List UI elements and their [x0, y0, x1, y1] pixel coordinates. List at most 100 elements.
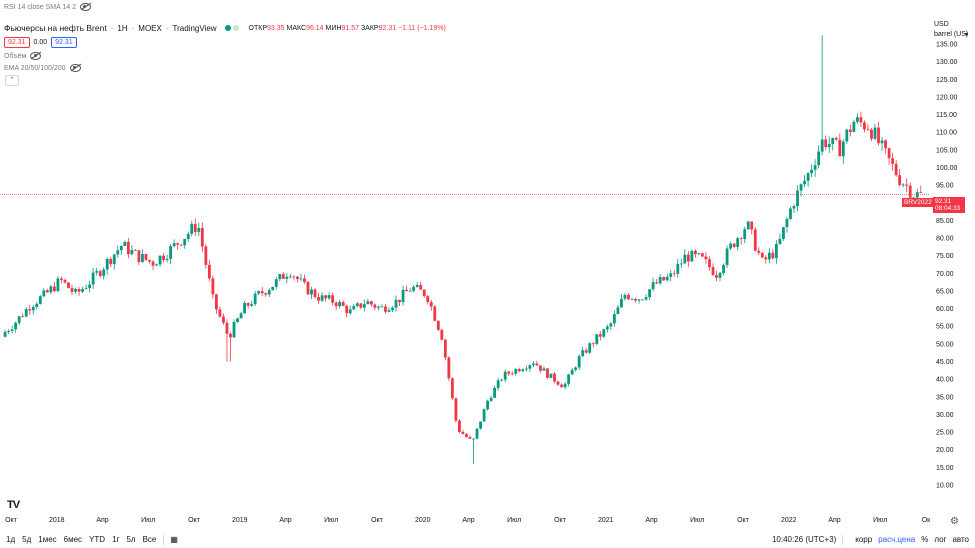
candle-body: [70, 288, 74, 292]
exchange-label: MOEX: [138, 23, 162, 33]
low-value: 91.57: [341, 24, 359, 32]
range-button[interactable]: 1д: [6, 535, 16, 544]
range-button[interactable]: YTD: [89, 535, 106, 544]
candle-body: [810, 169, 814, 174]
candle-body: [634, 298, 637, 301]
currency-label[interactable]: USD: [934, 21, 949, 28]
candle-body: [778, 238, 782, 244]
candle-body: [334, 302, 338, 307]
eye-icon[interactable]: [79, 3, 91, 11]
candle-body: [655, 282, 659, 284]
candle-body: [458, 420, 461, 433]
candle-body: [384, 306, 387, 312]
candle-body: [672, 273, 676, 275]
range-button[interactable]: 1мес: [38, 535, 57, 544]
clock-label[interactable]: 10:40:26 (UTC+3): [771, 535, 837, 544]
candle-body: [528, 365, 532, 369]
range-button[interactable]: 1г: [112, 535, 120, 544]
quote-pills: 92.31 0.00 92.31: [4, 37, 77, 48]
candle-body: [852, 121, 856, 132]
candle-body: [803, 180, 806, 185]
ema-legend[interactable]: EMA 20/50/100/200: [4, 64, 81, 72]
candle-body: [200, 227, 204, 247]
candle-body: [310, 289, 313, 295]
candle-body: [531, 363, 535, 366]
gear-icon[interactable]: ⚙: [950, 516, 959, 527]
ask-pill[interactable]: 92.31: [51, 37, 77, 48]
volume-legend[interactable]: Объём: [4, 52, 42, 60]
interval-label[interactable]: 1Н: [117, 23, 128, 33]
symbol-header[interactable]: Фьючерсы на нефть Brent · 1Н · MOEX · Tr…: [4, 23, 446, 33]
bid-pill[interactable]: 92.31: [4, 37, 30, 48]
x-tick-label: Ок: [922, 517, 931, 524]
unit-label[interactable]: barrel (US): [934, 31, 969, 38]
x-tick-label: 2020: [415, 517, 431, 524]
candle-body: [567, 374, 570, 384]
candle-body: [42, 290, 46, 297]
candle-body: [848, 129, 852, 132]
candle-body: [394, 299, 398, 308]
eye-icon[interactable]: [69, 64, 81, 72]
candle-body: [697, 253, 701, 255]
candle-body: [686, 254, 690, 262]
collapse-legend-button[interactable]: ⌃: [5, 75, 19, 86]
rsi-label: RSI 14 close SMA 14 2: [4, 3, 76, 11]
x-tick-label: 2019: [232, 517, 248, 524]
candle-body: [605, 326, 609, 330]
time-axis[interactable]: Окт 2018 Апр Июл Окт 2019 Апр Июл Окт 2020 Апр Июл О…: [5, 517, 931, 524]
candle-body: [186, 233, 190, 239]
candle-body: [232, 321, 236, 338]
candle-body: [320, 295, 324, 301]
candle-body: [644, 297, 648, 300]
candle-body: [782, 227, 785, 239]
candle-body: [479, 421, 482, 429]
candle-body: [130, 250, 134, 255]
range-button[interactable]: 5л: [126, 535, 136, 544]
candle-body: [296, 276, 299, 280]
tradingview-logo[interactable]: TV: [7, 499, 20, 511]
candle-body: [877, 127, 880, 144]
candle-body: [725, 248, 729, 266]
candle-body: [391, 307, 394, 311]
candle-body: [627, 294, 630, 300]
range-button[interactable]: 5д: [22, 535, 32, 544]
ema-label: EMA 20/50/100/200: [4, 64, 66, 72]
log-button[interactable]: лог: [934, 535, 947, 544]
candle-body: [373, 304, 377, 308]
candle-body: [658, 276, 662, 284]
candle-body: [834, 137, 838, 140]
chevron-down-icon[interactable]: ▾: [965, 32, 969, 38]
candle-body: [884, 140, 887, 149]
candle-body: [806, 173, 810, 181]
candle-body: [563, 383, 567, 388]
candle-body: [109, 258, 113, 265]
percent-button[interactable]: %: [921, 535, 929, 544]
rsi-legend[interactable]: RSI 14 close SMA 14 2: [4, 3, 91, 11]
y-tick-label: 45.00: [936, 359, 954, 366]
candle-body: [827, 143, 831, 148]
candle-body: [405, 289, 408, 292]
candle-body: [785, 219, 789, 228]
x-tick-label: Июл: [324, 517, 338, 524]
auto-button[interactable]: авто: [952, 535, 969, 544]
calendar-icon[interactable]: ▦: [170, 535, 178, 544]
range-button[interactable]: Все: [142, 535, 157, 544]
corr-button[interactable]: корр: [855, 535, 873, 544]
candle-body: [313, 289, 317, 298]
market-status-icon: [224, 25, 239, 31]
candle-body: [757, 250, 761, 253]
calc-price-button[interactable]: расч.цена: [878, 535, 916, 544]
candle-body: [218, 309, 222, 317]
candle-body: [693, 250, 697, 255]
range-button[interactable]: 6мес: [63, 535, 83, 544]
candle-body: [609, 323, 613, 327]
candle-body: [454, 398, 458, 421]
eye-icon[interactable]: [30, 52, 42, 60]
candle-body: [584, 350, 588, 353]
price-axis[interactable]: 10.00 15.00 20.00 25.00 30.00 35.00 40.00 45.00…: [936, 42, 958, 490]
candle-body: [912, 197, 916, 199]
candle-body: [274, 279, 278, 287]
y-tick-label: 35.00: [936, 394, 954, 401]
symbol-name[interactable]: Фьючерсы на нефть Brent: [4, 23, 107, 33]
